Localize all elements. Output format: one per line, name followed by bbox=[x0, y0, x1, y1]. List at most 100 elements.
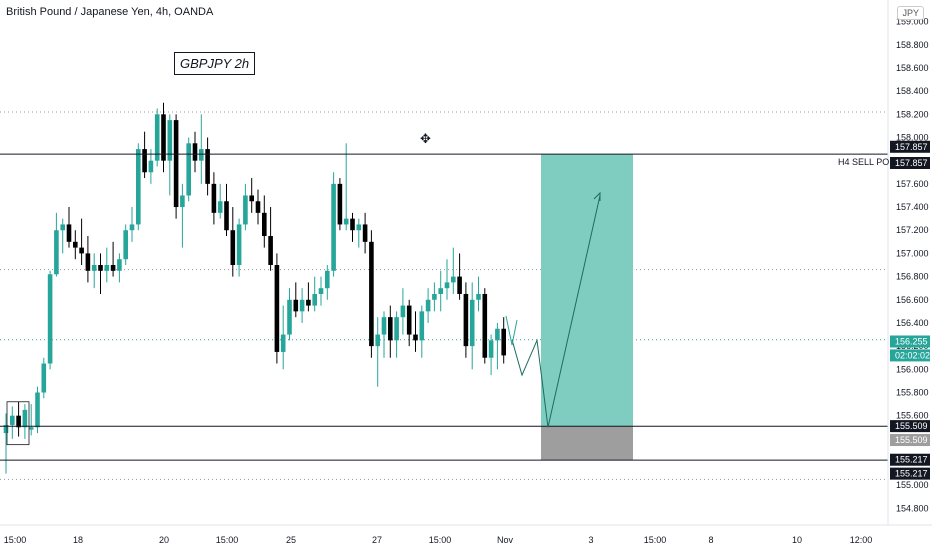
price-tag-bg bbox=[890, 434, 930, 447]
y-tick-label: 155.600 bbox=[896, 411, 929, 421]
candle-body bbox=[217, 201, 223, 213]
x-tick-label: 3 bbox=[588, 535, 593, 545]
price-tag-label: 157.857 bbox=[895, 158, 928, 168]
candle-body bbox=[274, 265, 280, 352]
candle-body bbox=[236, 224, 242, 265]
candle-body bbox=[419, 311, 425, 341]
y-tick-label: 156.400 bbox=[896, 318, 929, 328]
candle-body bbox=[318, 288, 324, 294]
projection-arrowhead bbox=[593, 191, 601, 201]
price-tag-label: 155.509 bbox=[895, 435, 928, 445]
price-tag-bg bbox=[890, 349, 930, 362]
candle-body bbox=[154, 114, 160, 161]
sell-poi-label: H4 SELL POI bbox=[838, 157, 892, 167]
y-tick-label: 157.000 bbox=[896, 248, 929, 258]
projection-line bbox=[511, 195, 601, 428]
candle-body bbox=[495, 328, 500, 341]
candle-body bbox=[54, 230, 59, 275]
candle-body bbox=[98, 265, 103, 271]
candle-body bbox=[501, 328, 506, 356]
candle-body bbox=[482, 293, 488, 358]
candle-body bbox=[66, 224, 72, 242]
price-tag-bg bbox=[890, 420, 930, 433]
candle-body bbox=[325, 270, 330, 289]
projection-path bbox=[505, 191, 601, 428]
price-tag-bg bbox=[890, 453, 930, 466]
candle-body bbox=[268, 236, 273, 265]
candle-body bbox=[299, 299, 305, 312]
candle-body bbox=[350, 218, 355, 231]
candle-body bbox=[22, 409, 28, 428]
candle-body bbox=[293, 299, 299, 312]
candle-body bbox=[180, 195, 185, 208]
x-tick-label: 12:00 bbox=[850, 535, 873, 545]
candle-body bbox=[262, 212, 267, 237]
candle-body bbox=[343, 218, 349, 225]
y-tick-label: 154.800 bbox=[896, 503, 929, 513]
price-tag-bg bbox=[890, 467, 930, 480]
time-axis[interactable]: 15:00 18 20 15:00 25 27 15:00 Nov 3 15:00 8 10 12:00 bbox=[4, 535, 873, 545]
currency-chip[interactable]: JPY bbox=[897, 6, 924, 20]
x-tick-label: 15:00 bbox=[429, 535, 452, 545]
price-tag-label: 157.857 bbox=[895, 142, 928, 152]
price-tag-label: 155.509 bbox=[895, 421, 928, 431]
candle-body bbox=[369, 241, 374, 347]
candle-body bbox=[337, 183, 343, 225]
candle-body bbox=[136, 149, 141, 225]
candle-body bbox=[3, 424, 9, 434]
highlight-box bbox=[6, 401, 30, 446]
candle-body bbox=[16, 415, 21, 428]
candle-body bbox=[199, 149, 204, 161]
candle-body bbox=[400, 305, 406, 318]
x-tick-label: 15:00 bbox=[644, 535, 667, 545]
price-tag-bg bbox=[890, 157, 930, 169]
candle-body bbox=[110, 265, 116, 271]
price-tag-label: 155.217 bbox=[895, 469, 928, 479]
y-tick-label: 155.800 bbox=[896, 388, 929, 398]
candle-body bbox=[331, 183, 336, 271]
candle-body bbox=[444, 282, 450, 289]
y-tick-label: 156.800 bbox=[896, 272, 929, 282]
candle-body bbox=[451, 276, 456, 283]
candle-body bbox=[425, 299, 431, 312]
candle-body bbox=[381, 317, 387, 335]
candle-body bbox=[362, 224, 368, 242]
candle-body bbox=[192, 143, 198, 161]
candle-body bbox=[463, 293, 469, 347]
candle-body bbox=[60, 224, 65, 231]
candle-body bbox=[79, 247, 84, 254]
x-tick-label: 8 bbox=[708, 535, 713, 545]
candle-body bbox=[488, 340, 494, 358]
price-tags: 157.857157.857156.25502:02:02155.509155.… bbox=[890, 140, 930, 480]
candle-body bbox=[173, 120, 179, 208]
y-tick-label: 158.000 bbox=[896, 133, 929, 143]
y-tick-label: 157.200 bbox=[896, 225, 929, 235]
y-tick-label: 157.400 bbox=[896, 202, 929, 212]
candle-body bbox=[167, 120, 173, 161]
candle-body bbox=[249, 195, 254, 202]
y-tick-label: 157.600 bbox=[896, 179, 929, 189]
annotation-label-box[interactable]: GBPJPY 2h bbox=[174, 52, 256, 75]
candle-body bbox=[148, 160, 154, 173]
candle-body bbox=[388, 317, 393, 341]
candle-body bbox=[432, 293, 437, 300]
candle-body bbox=[161, 114, 166, 161]
candle-body bbox=[356, 224, 362, 231]
x-tick-label: 27 bbox=[372, 535, 382, 545]
candle-body bbox=[129, 224, 135, 231]
candle-body bbox=[186, 143, 191, 196]
position-tool bbox=[541, 154, 633, 461]
candle-body bbox=[306, 299, 311, 306]
y-tick-label: 158.800 bbox=[896, 40, 929, 50]
dotted-levels bbox=[0, 111, 888, 480]
candle-body bbox=[394, 317, 399, 341]
candle-body bbox=[117, 259, 122, 271]
y-tick-label: 155.000 bbox=[896, 480, 929, 490]
x-tick-label: 25 bbox=[286, 535, 296, 545]
price-tag-label: 02:02:02 bbox=[895, 350, 930, 360]
symbol-title[interactable]: British Pound / Japanese Yen, 4h, OANDA bbox=[6, 6, 214, 18]
candle-body bbox=[243, 195, 248, 225]
candle-body bbox=[287, 299, 292, 335]
candles bbox=[3, 102, 506, 474]
